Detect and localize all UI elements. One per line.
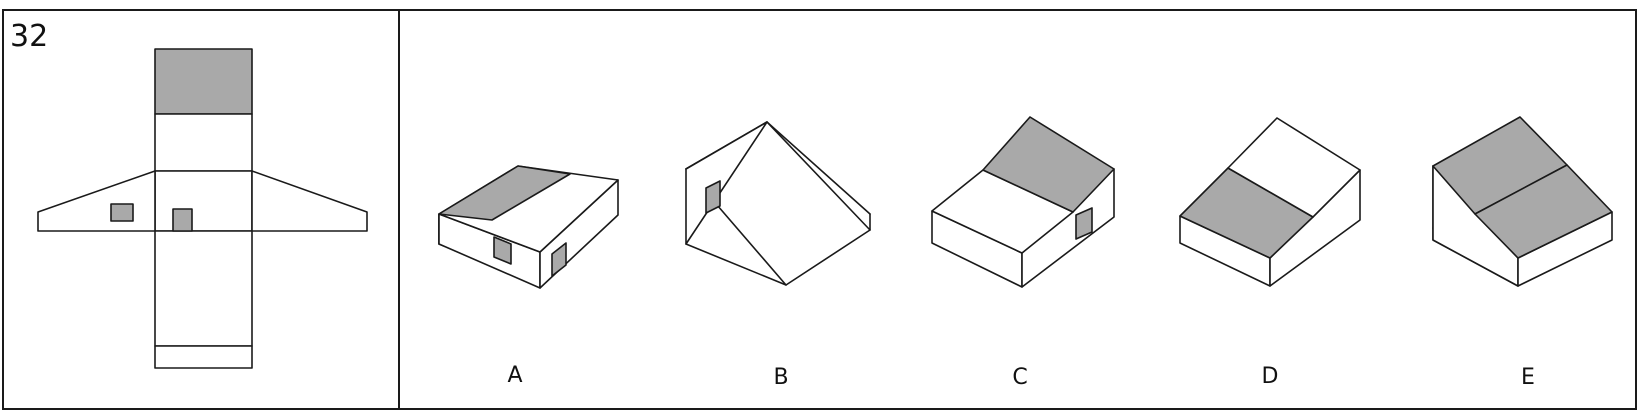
option-label-b[interactable]: B bbox=[773, 365, 788, 390]
net-left-triangle bbox=[37, 170, 156, 232]
option-label-d[interactable]: D bbox=[1262, 364, 1279, 389]
outer-frame bbox=[2, 9, 1637, 410]
option-d-figure bbox=[1179, 117, 1361, 287]
option-label-e[interactable]: E bbox=[1521, 365, 1535, 390]
net-shaded-top-face bbox=[154, 48, 253, 115]
net-center-face bbox=[154, 170, 253, 232]
net-pattern bbox=[37, 48, 368, 369]
question-number: 32 bbox=[10, 19, 48, 54]
net-window-left bbox=[110, 203, 134, 222]
option-a-door bbox=[551, 242, 567, 277]
net-bottom-strip bbox=[154, 345, 253, 369]
option-d-upper-slope bbox=[1227, 117, 1361, 218]
option-c-shaded-slope bbox=[982, 116, 1115, 213]
net-upper-face bbox=[154, 113, 253, 172]
option-a-figure bbox=[438, 165, 619, 289]
option-b-figure bbox=[685, 121, 871, 286]
option-a-shaded-roof bbox=[438, 165, 571, 221]
option-b-door bbox=[705, 180, 721, 214]
net-lower-face bbox=[154, 230, 253, 347]
net-door-center bbox=[172, 208, 193, 232]
option-e-shaded-lower bbox=[1474, 164, 1613, 259]
net-right-triangle bbox=[251, 170, 368, 232]
option-label-c[interactable]: C bbox=[1012, 365, 1027, 390]
option-label-a[interactable]: A bbox=[507, 363, 522, 388]
option-c-figure bbox=[931, 116, 1115, 288]
option-c-window bbox=[1075, 207, 1093, 240]
option-a-window bbox=[493, 236, 512, 265]
option-e-figure bbox=[1432, 116, 1613, 287]
